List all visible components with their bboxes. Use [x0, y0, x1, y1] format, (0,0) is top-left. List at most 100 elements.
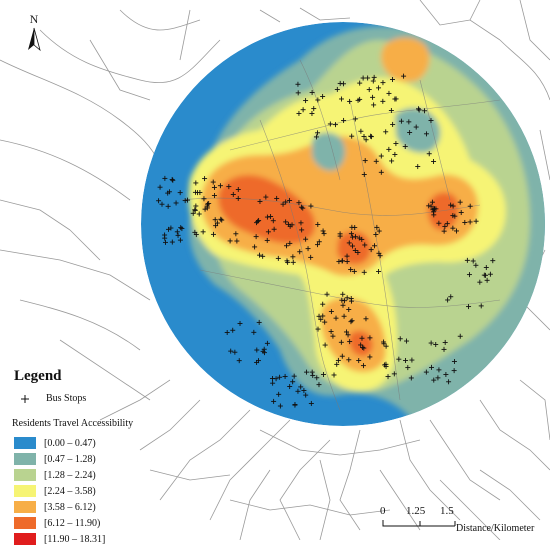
bus-stop-icon — [435, 375, 441, 381]
bus-stop-icon — [413, 124, 419, 130]
legend-swatch — [14, 517, 36, 529]
bus-stop-icon — [346, 357, 352, 363]
bus-stop-icon — [304, 369, 310, 375]
bus-stop-icon — [315, 221, 321, 227]
bus-stop-icon — [211, 184, 217, 190]
bus-stop-icon — [263, 194, 269, 200]
bus-stop-icon — [483, 265, 489, 271]
bus-stop-icon — [322, 342, 328, 348]
bus-stop-icon — [182, 198, 188, 204]
bus-stop-icon — [426, 151, 432, 157]
bus-stop-icon — [335, 357, 341, 363]
bus-stop-icon — [204, 205, 210, 211]
legend-class-label: [6.12 – 11.90) — [44, 517, 101, 529]
bus-stop-icon — [270, 218, 276, 224]
legend-class: [2.24 – 3.58) — [14, 483, 105, 499]
bus-stop-icon — [299, 227, 305, 233]
bus-stop-icon — [156, 198, 162, 204]
bus-stop-icon — [347, 339, 353, 345]
bus-stop-icon — [254, 220, 260, 226]
bus-stop-icon — [373, 232, 379, 238]
bus-stop-icon — [276, 391, 282, 397]
legend-class-label: [0.00 – 0.47) — [44, 437, 96, 449]
bus-stop-icon — [341, 117, 347, 123]
bus-stop-icon — [285, 259, 291, 265]
bus-stop-icon — [383, 343, 389, 349]
bus-stop-icon — [361, 133, 367, 139]
scale-tick-label: 0 — [380, 505, 386, 517]
bus-stop-icon — [392, 151, 398, 157]
bus-stop-icon — [457, 199, 463, 205]
bus-stop-icon — [334, 361, 340, 367]
bus-stop-icon — [257, 252, 263, 258]
bus-stop-icon — [407, 130, 413, 136]
bus-stop-icon — [291, 373, 297, 379]
legend-class-label: [0.47 – 1.28) — [44, 453, 96, 465]
bus-stop-icon — [275, 255, 281, 261]
bus-stop-icon — [282, 373, 288, 379]
bus-stop-icon — [378, 169, 384, 175]
bus-stop-icon — [402, 143, 408, 149]
bus-stop-icon — [359, 335, 365, 341]
bus-stop-icon — [332, 122, 338, 128]
bus-stop-icon — [236, 358, 242, 364]
bus-stop-icon — [252, 244, 258, 250]
bus-stop-icon — [436, 367, 442, 373]
bus-stop-icon — [343, 329, 349, 335]
bus-stop-icon — [429, 364, 435, 370]
bus-stop-icon — [366, 87, 372, 93]
bus-stop-icon — [466, 272, 472, 278]
bus-stop-icon — [428, 203, 434, 209]
legend-class-label: [11.90 – 18.31] — [44, 533, 106, 545]
bus-stop-icon — [361, 171, 367, 177]
bus-stops-legend-item: Bus Stops — [22, 393, 86, 404]
inner-roads — [179, 59, 501, 411]
bus-stop-icon — [193, 232, 199, 238]
bus-stop-icon — [398, 118, 404, 124]
bus-stop-icon — [391, 371, 397, 377]
bus-stop-icon — [324, 291, 330, 297]
bus-stop-icon — [360, 75, 366, 81]
bus-stop-icon — [287, 384, 293, 390]
bus-stop-icon — [340, 81, 346, 87]
bus-stop-icon — [431, 159, 437, 165]
legend-class: [0.47 – 1.28) — [14, 451, 105, 467]
bus-stop-icon — [233, 231, 239, 237]
bus-stop-icon — [327, 121, 333, 127]
bus-stop-icon — [320, 93, 326, 99]
bus-stop-icon — [334, 86, 340, 92]
legend-class-label: [2.24 – 3.58) — [44, 485, 96, 497]
bus-stop-icon — [212, 217, 218, 223]
bus-stop-icon — [429, 199, 435, 205]
bus-stop-icon — [232, 349, 238, 355]
bus-stop-icon — [433, 341, 439, 347]
bus-stop-icon — [484, 277, 490, 283]
bus-stop-icon — [442, 339, 448, 345]
scale-bar-labels: 0 1.25 1.5 Distance/Kilometer — [380, 505, 550, 537]
bus-stop-icon — [473, 218, 479, 224]
bus-stop-icon — [422, 108, 428, 114]
bus-stop-icon — [173, 200, 179, 206]
bus-stop-icon — [193, 203, 199, 209]
bus-stop-icon — [315, 97, 321, 103]
bus-stop-icon — [443, 371, 449, 377]
bus-stop-icon — [355, 250, 361, 256]
bus-stop-icon — [446, 379, 452, 385]
bus-stop-icon — [271, 226, 277, 232]
bus-stop-icon — [330, 333, 336, 339]
legend-swatch — [14, 453, 36, 465]
bus-stop-icon — [296, 200, 302, 206]
scale-tick-label: 1.5 — [440, 505, 454, 517]
bus-stop-icon — [356, 358, 362, 364]
bus-stop-icon — [370, 94, 376, 100]
bus-stop-icon — [301, 388, 307, 394]
bus-stop-icon — [226, 184, 232, 190]
bus-stop-icon — [337, 233, 343, 239]
bus-stop-icon — [211, 193, 217, 199]
bus-stop-icon — [170, 177, 176, 183]
bus-stops — [156, 73, 496, 409]
bus-stop-icon — [217, 183, 223, 189]
bus-stop-icon — [390, 121, 396, 127]
bus-stop-icon — [349, 318, 355, 324]
